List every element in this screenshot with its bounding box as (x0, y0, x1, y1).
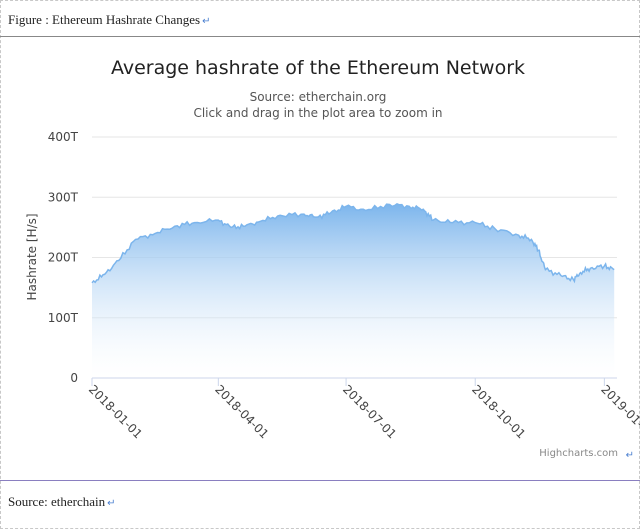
paragraph-mark-icon: ↵ (107, 498, 116, 509)
x-tick-label: 2018-01-01 (86, 382, 145, 441)
y-tick-label: 200T (48, 251, 79, 265)
x-tick-label: 2018-04-01 (212, 382, 271, 441)
y-tick-label: 0 (70, 371, 78, 385)
x-tick-label: 2018-10-01 (469, 382, 528, 441)
y-tick-label: 400T (48, 130, 79, 144)
figure-caption: Figure : Ethereum Hashrate Changes ↵ (8, 12, 211, 27)
y-tick-label: 300T (48, 190, 79, 204)
x-tick-label: 2019-01-01 (598, 382, 640, 441)
chart-subtitle: Source: etherchain.org (250, 90, 387, 104)
chart-title: Average hashrate of the Ethereum Network (111, 57, 525, 79)
paragraph-mark-icon: ↵ (625, 450, 634, 461)
y-axis-ticks: 0 100T 200T 300T 400T (48, 130, 79, 385)
zoom-hint: Click and drag in the plot area to zoom … (193, 106, 442, 120)
x-tick-label: 2018-07-01 (340, 382, 399, 441)
y-axis-title: Hashrate [H/s] (25, 213, 39, 300)
source-divider (0, 480, 640, 481)
highcharts-credits[interactable]: Highcharts.com (539, 448, 618, 459)
hashrate-area[interactable] (92, 203, 615, 378)
x-axis-ticks: 2018-01-01 2018-04-01 2018-07-01 2018-10-01… (86, 378, 640, 441)
y-tick-label: 100T (48, 311, 79, 325)
caption-divider (0, 36, 640, 37)
hashrate-line[interactable] (91, 203, 615, 284)
source-caption: Source: etherchain ↵ (8, 494, 116, 509)
paragraph-mark-icon: ↵ (202, 16, 211, 27)
